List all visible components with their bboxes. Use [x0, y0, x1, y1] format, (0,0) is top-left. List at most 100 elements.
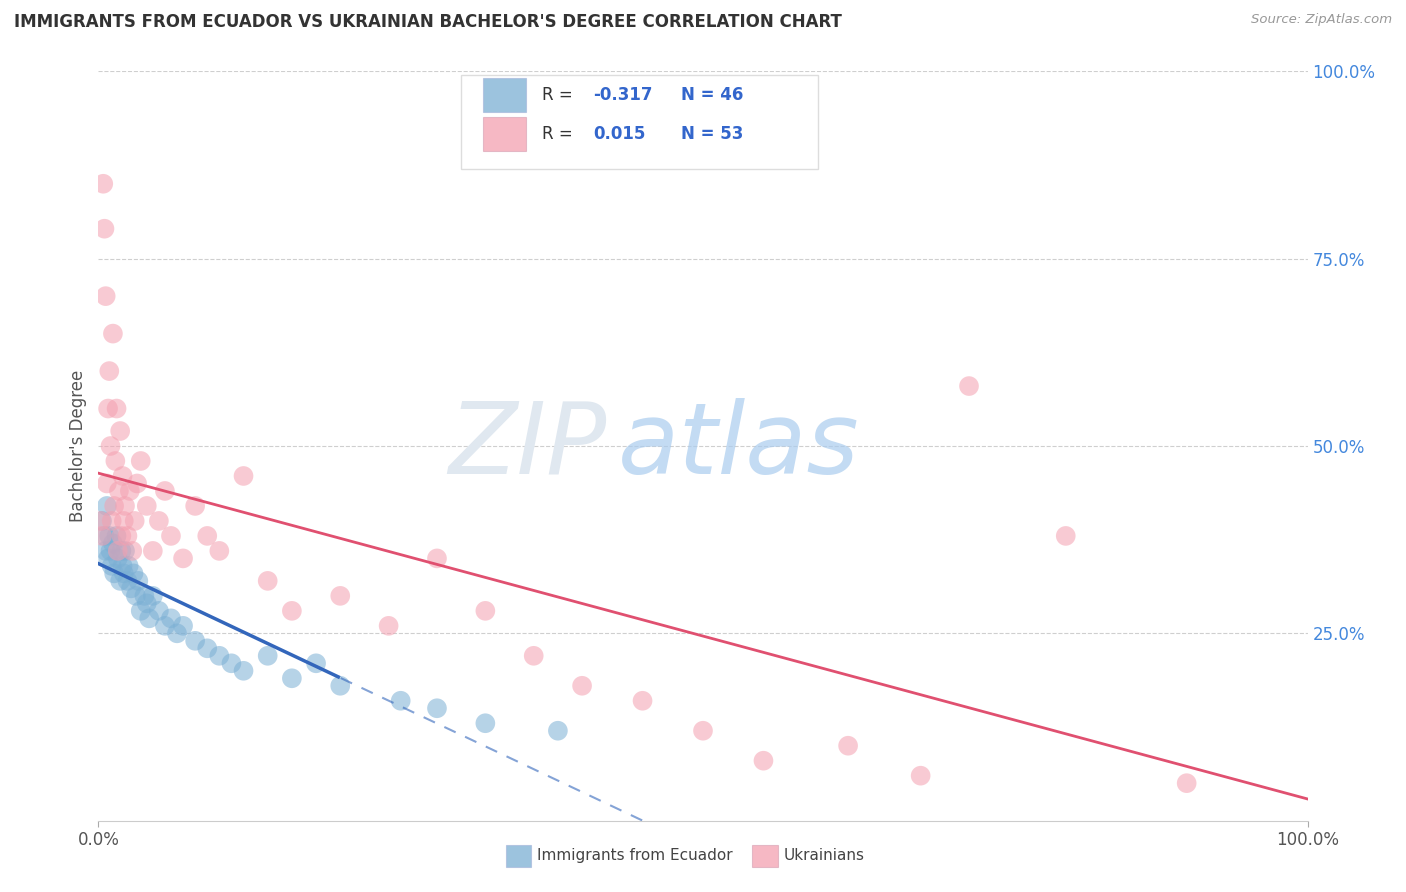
Point [474, 604, 496, 618]
Point [232, 664, 254, 678]
Point [94, 544, 117, 558]
Point [281, 604, 304, 618]
Point [90, 514, 112, 528]
Point [103, 566, 125, 581]
Point [129, 604, 152, 618]
Point [389, 694, 412, 708]
Point [166, 626, 188, 640]
Point [329, 589, 352, 603]
Text: IMMIGRANTS FROM ECUADOR VS UKRAINIAN BACHELOR'S DEGREE CORRELATION CHART: IMMIGRANTS FROM ECUADOR VS UKRAINIAN BAC… [14, 13, 842, 31]
Point [142, 589, 165, 603]
Text: R =: R = [543, 125, 578, 143]
Point [208, 648, 231, 663]
Point [153, 619, 176, 633]
Point [118, 558, 141, 573]
Point [117, 529, 139, 543]
Point [148, 604, 170, 618]
Text: Source: ZipAtlas.com: Source: ZipAtlas.com [1251, 13, 1392, 27]
Point [631, 694, 654, 708]
Point [377, 619, 399, 633]
Point [160, 611, 183, 625]
Text: N = 46: N = 46 [682, 86, 744, 104]
Point [114, 499, 136, 513]
Point [195, 641, 218, 656]
Point [100, 439, 122, 453]
Point [97, 401, 120, 416]
Text: N = 53: N = 53 [682, 125, 744, 143]
Point [523, 648, 546, 663]
Point [142, 544, 165, 558]
Point [129, 454, 152, 468]
Point [256, 648, 278, 663]
Point [184, 499, 207, 513]
Point [93, 221, 115, 235]
Point [117, 574, 139, 588]
Point [148, 514, 170, 528]
Point [107, 544, 129, 558]
Point [172, 619, 194, 633]
Point [172, 551, 194, 566]
Point [91, 514, 114, 528]
Point [98, 529, 121, 543]
Point [547, 723, 569, 738]
Point [127, 574, 149, 588]
Point [426, 551, 449, 566]
Y-axis label: Bachelor's Degree: Bachelor's Degree [69, 370, 87, 522]
Point [98, 364, 121, 378]
Point [101, 536, 124, 550]
Point [1175, 776, 1198, 790]
FancyBboxPatch shape [482, 117, 526, 151]
Point [305, 657, 328, 671]
Point [110, 529, 132, 543]
Point [208, 544, 231, 558]
Text: Immigrants from Ecuador: Immigrants from Ecuador [537, 848, 733, 863]
Point [105, 401, 128, 416]
Point [108, 574, 131, 588]
FancyBboxPatch shape [482, 78, 526, 112]
Text: -0.317: -0.317 [593, 86, 652, 104]
Point [910, 769, 932, 783]
Point [108, 483, 131, 498]
Point [256, 574, 278, 588]
Point [195, 529, 218, 543]
Point [184, 633, 207, 648]
Point [108, 424, 131, 438]
Point [110, 544, 132, 558]
Point [957, 379, 980, 393]
Point [103, 499, 125, 513]
Point [232, 469, 254, 483]
Point [100, 544, 122, 558]
Point [94, 289, 117, 303]
Point [122, 566, 145, 581]
Point [107, 551, 129, 566]
Point [692, 723, 714, 738]
Point [112, 566, 135, 581]
Point [125, 589, 148, 603]
Point [474, 716, 496, 731]
FancyBboxPatch shape [461, 75, 818, 169]
Point [120, 582, 142, 596]
Point [111, 558, 134, 573]
Point [571, 679, 593, 693]
Point [93, 529, 115, 543]
Point [91, 529, 114, 543]
Text: ZIP: ZIP [449, 398, 606, 494]
Point [160, 529, 183, 543]
Point [97, 551, 120, 566]
Point [135, 499, 157, 513]
Point [96, 499, 118, 513]
Point [837, 739, 859, 753]
Point [112, 514, 135, 528]
Point [121, 544, 143, 558]
Point [104, 454, 127, 468]
Point [114, 544, 136, 558]
Point [101, 326, 124, 341]
Point [127, 476, 149, 491]
Point [426, 701, 449, 715]
Text: atlas: atlas [619, 398, 860, 494]
Point [1054, 529, 1077, 543]
Point [281, 671, 304, 685]
Point [96, 476, 118, 491]
Point [100, 514, 122, 528]
Point [134, 589, 156, 603]
